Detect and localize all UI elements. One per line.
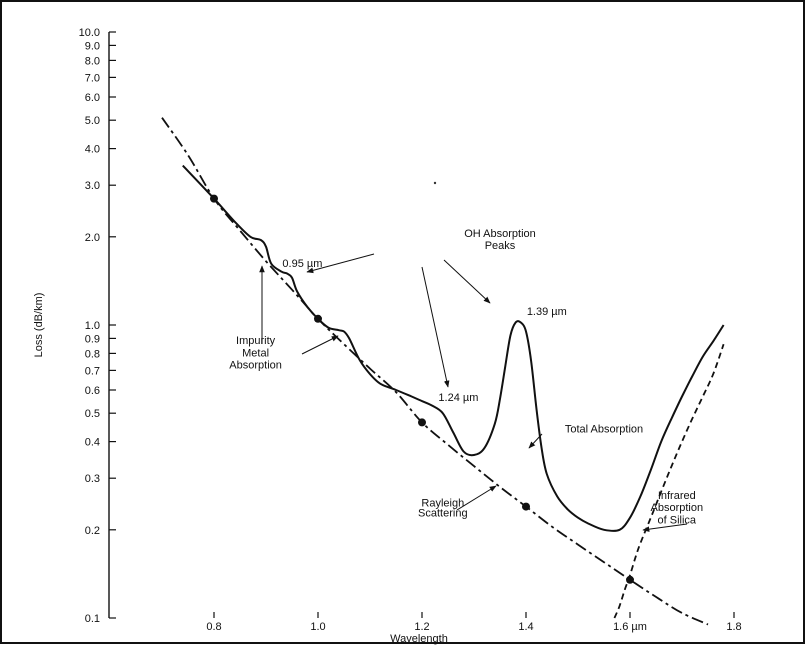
y-tick-label: 0.1	[85, 613, 100, 625]
x-tick-label: 1.8	[726, 621, 741, 633]
annotation-label: Peaks	[485, 240, 516, 252]
y-tick-label: 0.8	[85, 348, 100, 360]
y-tick-label: 0.2	[85, 525, 100, 537]
annotation-label: Absorption	[229, 360, 282, 372]
y-tick-label: 0.7	[85, 365, 100, 377]
x-tick-label: 1.4	[518, 621, 533, 633]
y-tick-label: 7.0	[85, 72, 100, 84]
y-tick-label: 0.6	[85, 385, 100, 397]
y-tick-label: 2.0	[85, 232, 100, 244]
y-tick-label: 0.5	[85, 408, 100, 420]
y-tick-label: 6.0	[85, 92, 100, 104]
annotation-label: 1.24 µm	[438, 392, 478, 404]
y-tick-label: 0.3	[85, 473, 100, 485]
x-tick-label: 0.8	[206, 621, 221, 633]
y-tick-label: 3.0	[85, 180, 100, 192]
y-tick-label: 1.0	[85, 320, 100, 332]
rayleigh-leader	[456, 485, 497, 511]
oh-peak-124-leader	[421, 266, 450, 388]
speck-mark	[433, 181, 437, 185]
annotation-label: of Silica	[658, 515, 697, 527]
infrared-absorption-line	[613, 343, 725, 619]
y-tick-label: 8.0	[85, 55, 100, 67]
annotation-label: Impurity	[236, 335, 276, 347]
impurity-leader-right	[301, 335, 339, 355]
annotation-label: Scattering	[418, 508, 468, 520]
annotation-label: Infrared	[658, 490, 696, 502]
annotation-label: Rayleigh	[421, 498, 464, 510]
annotation-label: Metal	[242, 348, 269, 360]
y-tick-label: 10.0	[79, 27, 100, 39]
annotation-label: Total Absorption	[565, 423, 643, 435]
data-point-marker	[522, 502, 530, 511]
infrared-leader	[642, 523, 688, 532]
y-axis-title: Loss (dB/km)	[33, 293, 45, 358]
data-point-marker	[314, 314, 322, 323]
y-tick-label: 0.9	[85, 333, 100, 345]
y-tick-label: 4.0	[85, 144, 100, 156]
oh-peak-095-leader	[306, 253, 375, 274]
data-point-marker	[418, 418, 426, 427]
oh-peak-139-leader	[443, 259, 491, 304]
annotation-label: 0.95 µm	[282, 258, 322, 270]
data-point-marker	[210, 194, 218, 203]
data-point-marker	[626, 575, 634, 584]
annotation-label: OH Absorption	[464, 228, 536, 240]
x-axis-title: Wavelength	[390, 633, 448, 645]
x-tick-label: 1.0	[310, 621, 325, 633]
y-tick-label: 0.4	[85, 437, 100, 449]
annotation-label: 1.39 µm	[527, 306, 567, 318]
x-tick-label: 1.2	[414, 621, 429, 633]
y-tick-label: 5.0	[85, 115, 100, 127]
x-tick-label: 1.6 µm	[613, 621, 647, 633]
total-absorption-leader	[528, 433, 543, 449]
total-absorption-line	[182, 164, 725, 532]
annotation-label: Absorption	[651, 502, 704, 514]
y-tick-label: 9.0	[85, 40, 100, 52]
rayleigh-scattering-line	[161, 117, 709, 626]
